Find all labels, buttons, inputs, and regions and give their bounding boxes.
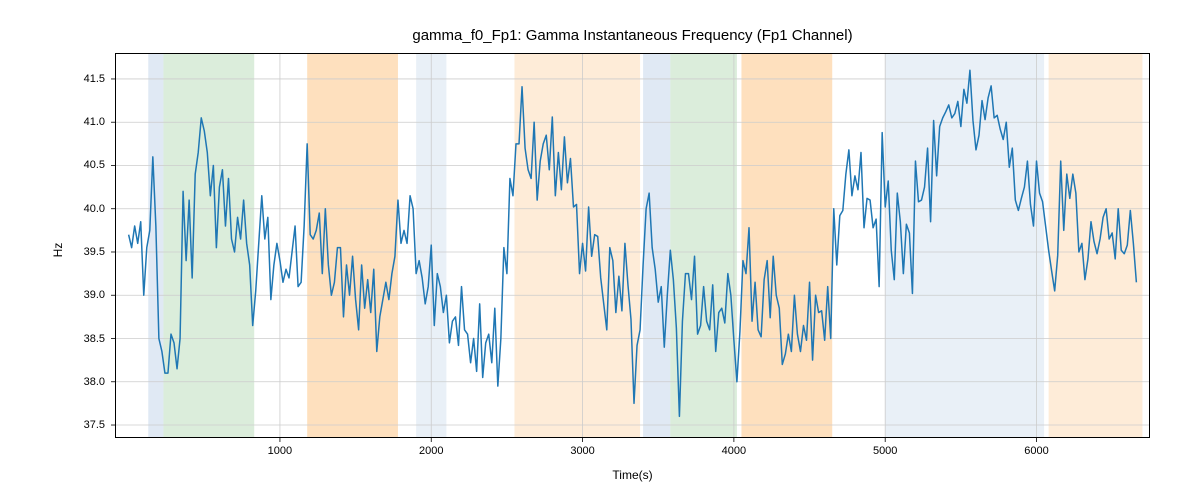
y-tick-label: 41.5 (65, 73, 105, 85)
shade-region (741, 53, 832, 438)
shade-region (885, 53, 1044, 438)
shade-region (163, 53, 254, 438)
y-tick-label: 40.5 (65, 159, 105, 171)
plot-area (115, 53, 1150, 438)
y-tick-label: 38.5 (65, 333, 105, 345)
y-tick-label: 41.0 (65, 116, 105, 128)
y-tick-label: 37.5 (65, 419, 105, 431)
y-tick-label: 38.0 (65, 376, 105, 388)
y-axis-label: Hz (51, 243, 65, 258)
x-tick-labels: 1000 2000 3000 4000 5000 6000 (115, 445, 1150, 465)
y-tick-label: 39.5 (65, 246, 105, 258)
shade-region (643, 53, 670, 438)
shade-region (514, 53, 640, 438)
x-tick-label: 6000 (1024, 445, 1048, 457)
y-tick-label: 40.0 (65, 203, 105, 215)
x-tick-label: 5000 (873, 445, 897, 457)
x-tick-label: 4000 (722, 445, 746, 457)
chart-container: gamma_f0_Fp1: Gamma Instantaneous Freque… (0, 0, 1200, 500)
x-tick-label: 2000 (419, 445, 443, 457)
x-tick-label: 1000 (268, 445, 292, 457)
x-axis-label: Time(s) (115, 468, 1150, 482)
x-tick-label: 3000 (570, 445, 594, 457)
y-tick-label: 39.0 (65, 289, 105, 301)
chart-title: gamma_f0_Fp1: Gamma Instantaneous Freque… (115, 27, 1150, 44)
